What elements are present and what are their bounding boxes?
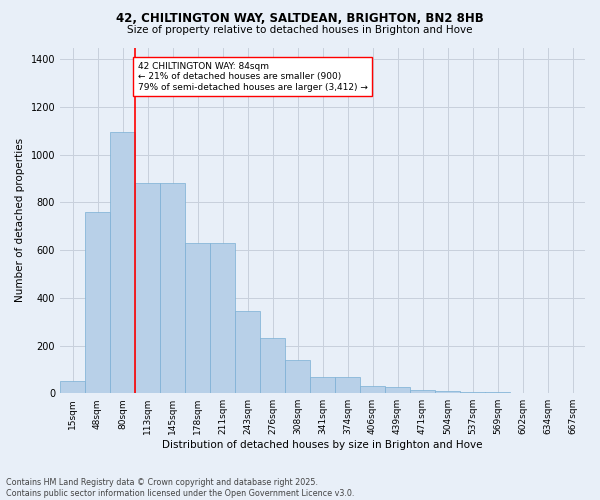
Bar: [110, 132, 135, 393]
Bar: [360, 386, 385, 393]
Bar: [485, 392, 510, 393]
Bar: [135, 184, 160, 393]
Bar: [85, 212, 110, 393]
Text: Size of property relative to detached houses in Brighton and Hove: Size of property relative to detached ho…: [127, 25, 473, 35]
Bar: [260, 338, 285, 393]
Bar: [60, 382, 85, 393]
Y-axis label: Number of detached properties: Number of detached properties: [15, 138, 25, 302]
Bar: [335, 376, 360, 393]
Bar: [410, 390, 435, 393]
Text: 42, CHILTINGTON WAY, SALTDEAN, BRIGHTON, BN2 8HB: 42, CHILTINGTON WAY, SALTDEAN, BRIGHTON,…: [116, 12, 484, 26]
Bar: [460, 392, 485, 393]
Bar: [185, 243, 210, 393]
Bar: [385, 387, 410, 393]
Bar: [160, 184, 185, 393]
Bar: [285, 360, 310, 393]
Bar: [435, 391, 460, 393]
Text: Contains HM Land Registry data © Crown copyright and database right 2025.
Contai: Contains HM Land Registry data © Crown c…: [6, 478, 355, 498]
X-axis label: Distribution of detached houses by size in Brighton and Hove: Distribution of detached houses by size …: [162, 440, 483, 450]
Bar: [235, 311, 260, 393]
Bar: [210, 243, 235, 393]
Text: 42 CHILTINGTON WAY: 84sqm
← 21% of detached houses are smaller (900)
79% of semi: 42 CHILTINGTON WAY: 84sqm ← 21% of detac…: [137, 62, 367, 92]
Bar: [310, 376, 335, 393]
